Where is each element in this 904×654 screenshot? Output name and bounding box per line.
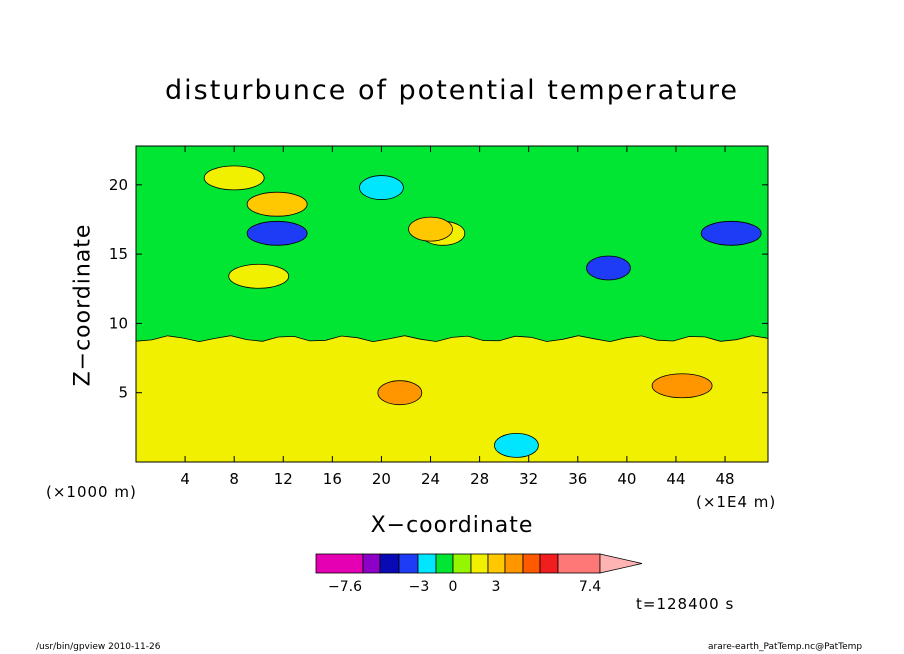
colorbar-swatch	[435, 553, 454, 574]
colorbar-tick-label: −7.6	[328, 579, 362, 595]
contour-region	[377, 380, 423, 406]
x-tick-label: 44	[666, 470, 685, 488]
colorbar-tick-label: 7.4	[579, 579, 601, 595]
contour-region	[494, 432, 539, 458]
contour-region	[246, 220, 308, 246]
x-tick-label: 40	[617, 470, 636, 488]
y-tick-label: 5	[118, 384, 128, 402]
colorbar-swatch	[362, 553, 381, 574]
x-scale-note: (×1E4 m)	[696, 493, 777, 511]
y-tick-label: 10	[109, 314, 128, 332]
contour-region	[408, 216, 453, 242]
colorbar-swatch	[417, 553, 437, 574]
y-tick-label: 15	[109, 245, 128, 263]
colorbar-swatch	[379, 553, 400, 574]
contour-region	[359, 175, 404, 200]
x-tick-label: 28	[470, 470, 489, 488]
x-tick-label: 20	[372, 470, 391, 488]
x-tick-label: 32	[519, 470, 538, 488]
x-tick-label: 8	[229, 470, 239, 488]
colorbar-swatch	[470, 553, 489, 574]
colorbar-swatch	[557, 553, 601, 574]
contour-region	[246, 191, 308, 217]
y-axis-label: Z−coordinate	[70, 223, 96, 387]
colorbar-swatch	[487, 553, 506, 574]
colorbar-swatch	[539, 553, 559, 574]
contour-region	[586, 255, 631, 281]
contour-region	[651, 373, 713, 399]
contour-region-band	[136, 335, 768, 462]
x-tick-label: 16	[323, 470, 342, 488]
contour-region	[228, 263, 290, 289]
footer-left: /usr/bin/gpview 2010-11-26	[36, 642, 161, 652]
contour-field	[136, 146, 768, 462]
footer-right: arare-earth_PatTemp.nc@PatTemp	[708, 642, 863, 652]
colorbar-swatch	[504, 553, 524, 574]
x-axis-label: X−coordinate	[370, 513, 534, 538]
x-tick-label: 12	[274, 470, 293, 488]
colorbar-tick-label: 0	[449, 579, 458, 595]
x-tick-label: 48	[716, 470, 735, 488]
colorbar-swatch	[522, 553, 541, 574]
colorbar-tick-label: −3	[409, 579, 430, 595]
x-tick-label: 36	[568, 470, 587, 488]
colorbar: −7.6 −3 0 3 7.4	[315, 553, 643, 595]
contour-region	[700, 220, 762, 246]
x-tick-label: 4	[180, 470, 190, 488]
time-label: t=128400 s	[636, 595, 735, 613]
colorbar-swatch	[398, 553, 419, 574]
x-tick-label: 24	[421, 470, 440, 488]
colorbar-tick-label: 3	[492, 579, 501, 595]
contour-region	[203, 165, 265, 191]
chart-title: disturbunce of potential temperature	[165, 75, 739, 106]
colorbar-extend-arrow	[599, 553, 643, 574]
colorbar-swatch	[452, 553, 472, 574]
plot-frame	[135, 145, 769, 463]
y-tick-label: 20	[109, 176, 128, 194]
x-unit-label: (×1000 m)	[46, 483, 137, 501]
colorbar-swatch	[315, 553, 364, 574]
